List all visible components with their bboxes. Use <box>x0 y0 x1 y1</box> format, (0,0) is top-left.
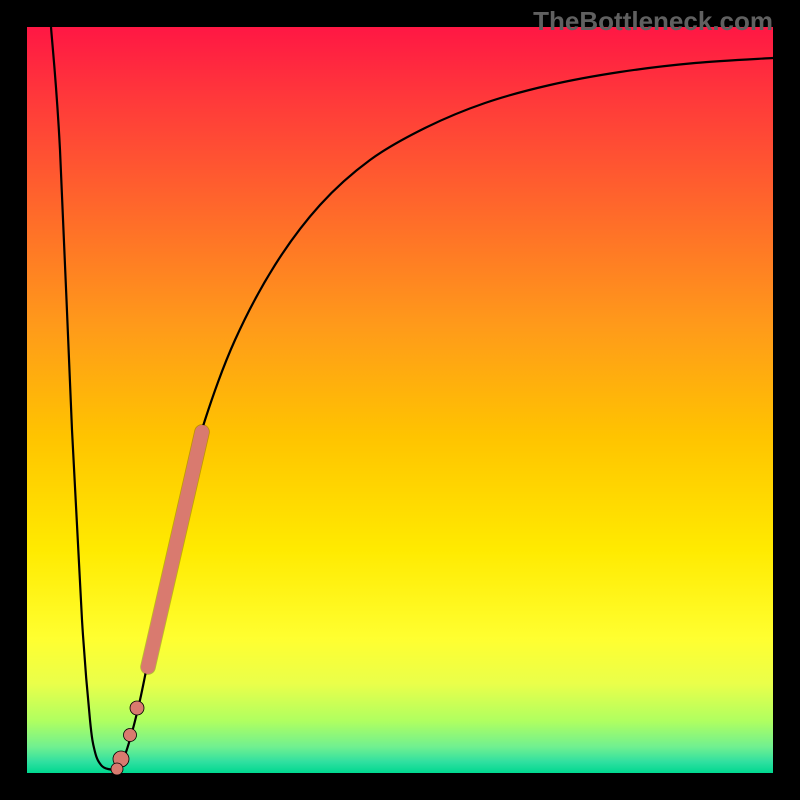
plot-area <box>27 27 773 773</box>
marker-dot <box>124 729 137 742</box>
watermark-text: TheBottleneck.com <box>533 6 773 37</box>
marker-dot <box>111 763 123 775</box>
chart-svg <box>0 0 800 800</box>
marker-dot <box>130 701 144 715</box>
bottleneck-curve <box>51 27 773 770</box>
highlight-segment <box>148 432 202 667</box>
